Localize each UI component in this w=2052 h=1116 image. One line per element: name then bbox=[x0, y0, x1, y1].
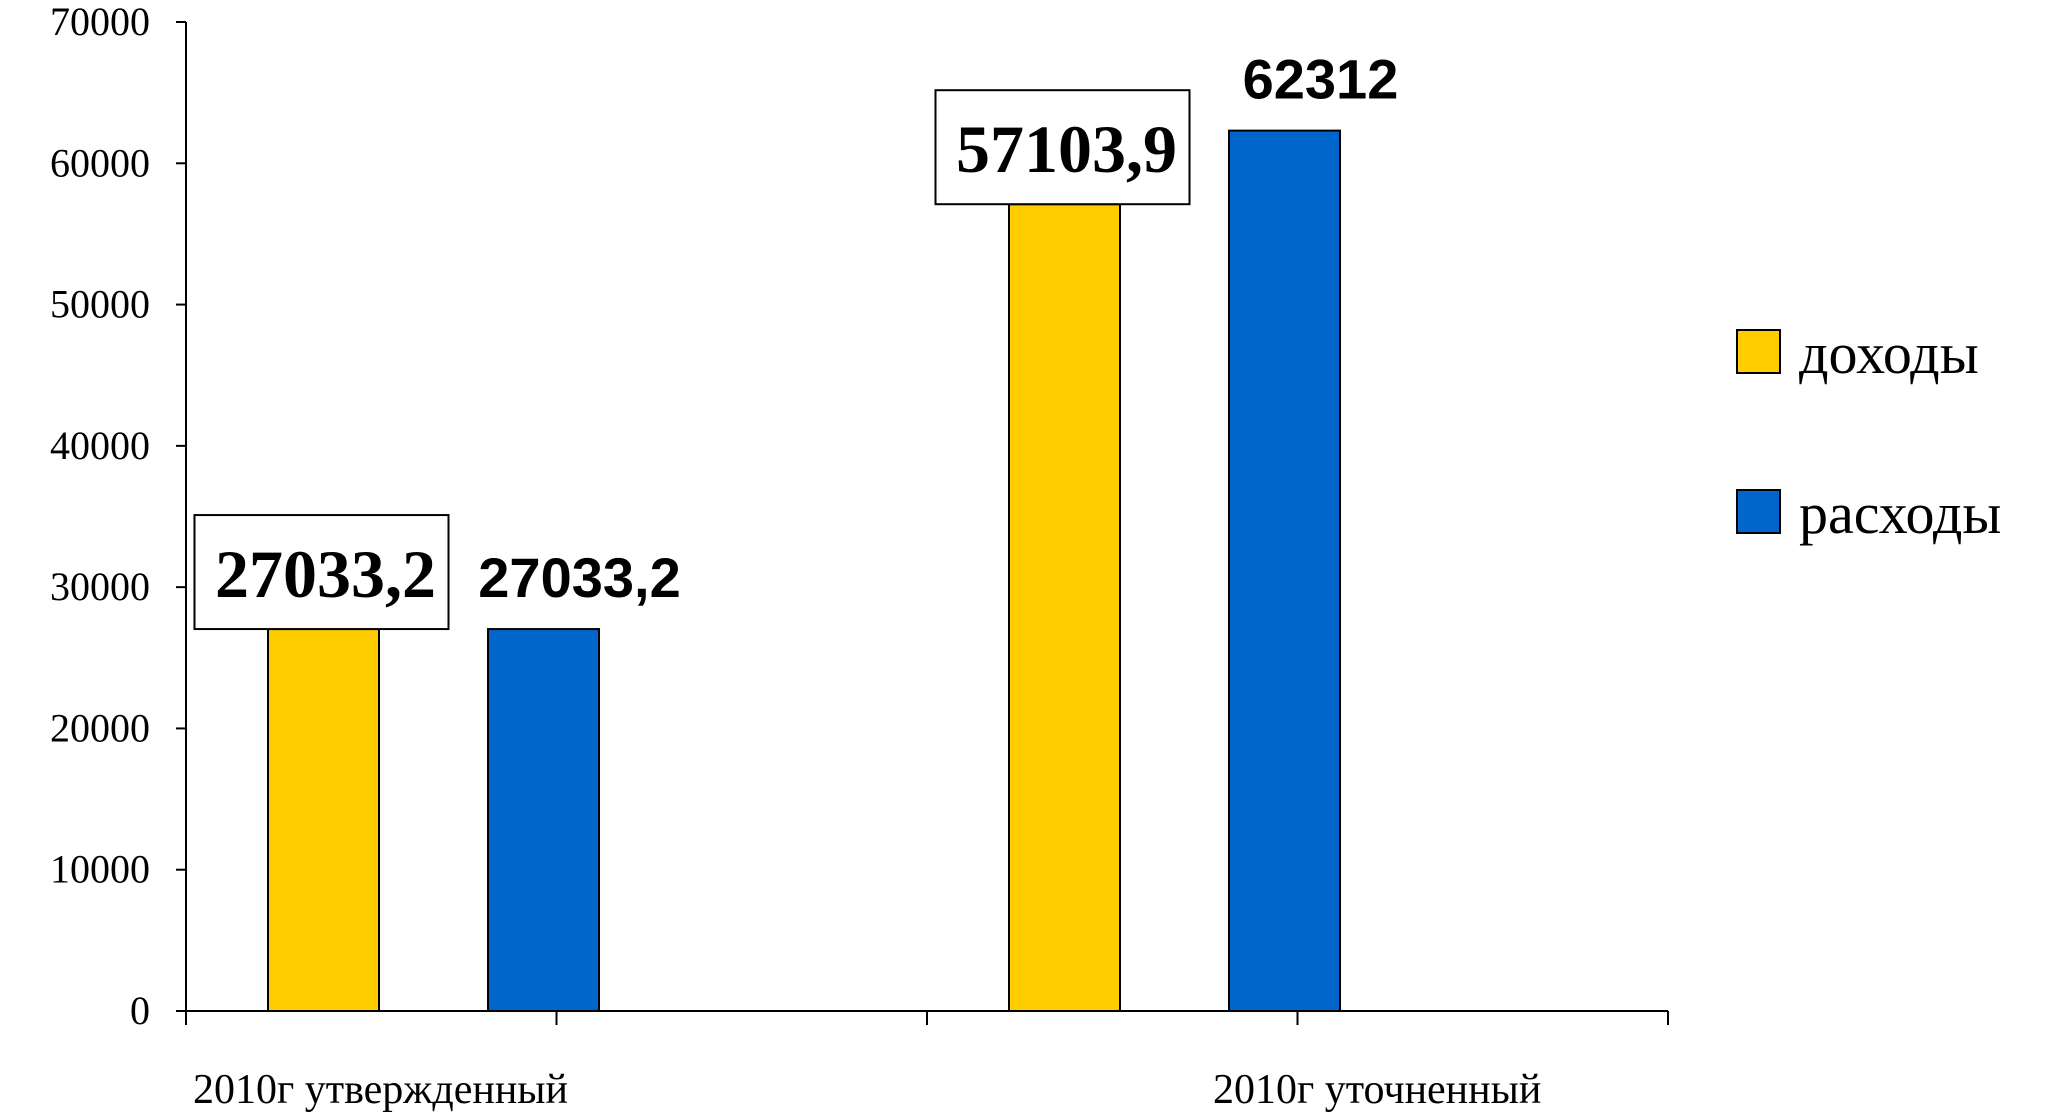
data-label: 62312 bbox=[1243, 48, 1399, 111]
x-axis-ticks: 2010г утвержденный 2010г уточненный bbox=[185, 1011, 1669, 1113]
data-label: 27033,2 bbox=[478, 546, 680, 609]
bar bbox=[1228, 129, 1341, 1012]
data-label-box bbox=[934, 89, 1191, 206]
data-labels: 27033,2 57103,9 27033,2 62312 bbox=[193, 48, 1399, 631]
legend-swatch bbox=[1736, 329, 1781, 374]
bar bbox=[487, 628, 600, 1012]
y-tick-label: 30000 bbox=[50, 564, 150, 609]
y-tick-label: 50000 bbox=[50, 282, 150, 327]
y-tick-label: 0 bbox=[130, 988, 150, 1033]
legend-swatch bbox=[1736, 489, 1781, 534]
bars bbox=[267, 129, 1341, 1012]
legend-label: расходы bbox=[1799, 481, 2001, 546]
data-label: 57103,9 bbox=[956, 111, 1177, 187]
y-tick-label: 60000 bbox=[50, 140, 150, 185]
data-label-box bbox=[193, 514, 450, 631]
y-tick-label: 10000 bbox=[50, 847, 150, 892]
x-category-label: 2010г уточненный bbox=[1213, 1067, 1541, 1113]
x-category-label: 2010г утвержденный bbox=[193, 1067, 568, 1113]
bar bbox=[1008, 203, 1121, 1012]
y-tick-label: 40000 bbox=[50, 423, 150, 468]
y-axis-ticks: 0 10000 20000 30000 40000 50000 60000 70000 bbox=[50, 0, 186, 1033]
data-label: 27033,2 bbox=[215, 536, 436, 612]
legend-label: доходы bbox=[1799, 321, 1979, 386]
legend: доходы расходы bbox=[1736, 321, 2001, 546]
y-tick-label: 70000 bbox=[50, 0, 150, 44]
y-tick-label: 20000 bbox=[50, 705, 150, 750]
bar bbox=[267, 628, 380, 1012]
